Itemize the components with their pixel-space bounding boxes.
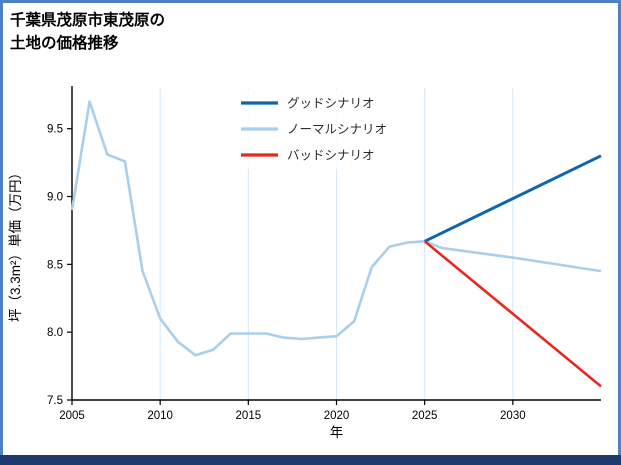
x-axis-label: 年 <box>330 425 344 440</box>
chart-title-line1: 千葉県茂原市東茂原の <box>10 12 166 29</box>
legend-background <box>228 89 420 169</box>
x-tick-label-2010: 2010 <box>147 410 173 422</box>
y-tick-label-7.5: 7.5 <box>47 395 63 407</box>
good-scenario-line <box>424 154 602 243</box>
frame-border-top <box>0 0 621 3</box>
chart-title: 千葉県茂原市東茂原の 土地の価格推移 <box>10 9 165 55</box>
y-axis-label: 坪（3.3m²）単価（万円） <box>8 166 23 322</box>
legend-label-good-scenario: グッドシナリオ <box>287 97 375 111</box>
y-tick-label-9: 9.0 <box>47 192 63 204</box>
x-tick-label-2005: 2005 <box>59 410 85 422</box>
frame-border-right <box>618 0 621 465</box>
bad-scenario-line <box>423 240 602 388</box>
chart-title-line2: 土地の価格推移 <box>10 35 119 52</box>
frame-bottom-bar <box>0 455 621 465</box>
x-tick-label-2025: 2025 <box>412 410 438 422</box>
x-tick-label-2015: 2015 <box>236 410 262 422</box>
legend-label-normal-scenario: ノーマルシナリオ <box>287 123 387 137</box>
y-tick-label-8.5: 8.5 <box>47 259 63 271</box>
legend-label-bad-scenario: バッドシナリオ <box>287 149 375 163</box>
normal-scenario-line <box>70 100 602 357</box>
x-tick-label-2030: 2030 <box>500 410 526 422</box>
y-tick-label-8: 8.0 <box>47 327 63 339</box>
x-tick-label-2020: 2020 <box>324 410 350 422</box>
frame-border-left <box>0 0 3 465</box>
y-tick-label-9.5: 9.5 <box>47 124 63 136</box>
